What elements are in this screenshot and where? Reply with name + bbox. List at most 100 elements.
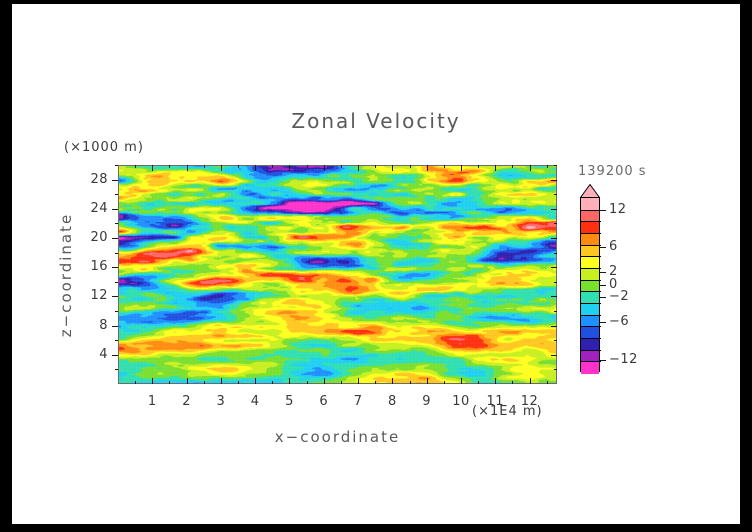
colorbar-divider <box>581 361 601 363</box>
axis-tick <box>512 165 514 168</box>
axis-tick <box>323 378 325 384</box>
colorbar-label: 6 <box>609 239 618 254</box>
x-tick-label: 4 <box>250 394 260 409</box>
colorbar: 12 6 2 0 −2 −6 −12 <box>580 184 637 374</box>
axis-tick <box>358 378 360 384</box>
colorbar-divider <box>581 244 601 246</box>
axis-tick <box>551 354 557 356</box>
axis-tick <box>272 381 274 384</box>
axis-tick <box>443 165 445 168</box>
axis-tick <box>551 296 557 298</box>
axis-tick <box>460 378 462 384</box>
colorbar-tick <box>600 297 606 298</box>
axis-tick <box>112 267 118 269</box>
axis-tick <box>112 179 118 181</box>
axis-tick <box>426 378 428 384</box>
axis-tick <box>203 165 205 168</box>
x-tick-label: 1 <box>147 394 157 409</box>
x-tick-label: 12 <box>520 394 539 409</box>
colorbar-segment <box>581 256 599 269</box>
colorbar-divider <box>581 256 601 258</box>
axis-tick <box>529 165 531 171</box>
y-tick-label: 8 <box>99 317 108 333</box>
axis-tick <box>112 325 118 327</box>
axis-tick <box>551 208 557 210</box>
x-tick-label: 3 <box>216 394 226 409</box>
colorbar-tick <box>600 322 606 323</box>
axis-tick <box>115 340 118 342</box>
axis-tick <box>112 208 118 210</box>
y-axis-unit: (×1000 m) <box>64 140 144 155</box>
axis-tick <box>554 311 557 312</box>
colorbar-segment <box>581 303 599 316</box>
y-tick-label: 20 <box>90 230 108 245</box>
x-tick-label: 7 <box>353 394 363 409</box>
colorbar-divider <box>581 338 601 339</box>
axis-tick <box>115 281 118 283</box>
colorbar-overflow-arrow-icon <box>580 184 600 198</box>
colorbar-divider <box>581 291 601 293</box>
axis-tick <box>551 267 557 269</box>
axis-tick <box>551 325 557 327</box>
axis-tick <box>554 340 557 342</box>
axis-tick <box>409 165 411 168</box>
axis-tick <box>306 381 308 384</box>
axis-tick <box>529 378 531 384</box>
colorbar-segment <box>581 314 599 327</box>
colorbar-tick <box>600 209 606 211</box>
x-axis-title: x−coordinate <box>274 428 401 446</box>
x-tick-label: 9 <box>422 394 432 409</box>
colorbar-divider <box>581 326 601 328</box>
axis-tick <box>426 165 428 171</box>
colorbar-segment <box>581 233 599 246</box>
axis-tick <box>186 165 188 171</box>
colorbar-divider <box>581 314 601 316</box>
colorbar-divider <box>581 279 601 281</box>
colorbar-segment <box>581 338 599 351</box>
axis-tick <box>115 194 118 196</box>
colorbar-divider <box>581 303 601 304</box>
colorbar-segment <box>581 244 599 257</box>
axis-tick <box>115 223 118 225</box>
axis-tick <box>135 165 137 168</box>
axis-tick <box>323 165 325 171</box>
axis-tick <box>554 369 557 371</box>
axis-tick <box>135 381 137 384</box>
axis-tick <box>112 354 118 356</box>
axis-tick <box>152 378 154 384</box>
colorbar-segment <box>581 326 599 339</box>
axis-tick <box>152 165 154 171</box>
x-tick-label: 11 <box>486 394 505 409</box>
axis-tick <box>409 381 411 384</box>
colorbar-label: 2 <box>609 264 618 279</box>
colorbar-segment <box>581 209 599 222</box>
colorbar-tick <box>600 247 606 248</box>
axis-tick <box>238 381 240 384</box>
axis-tick <box>551 238 557 239</box>
axis-tick <box>554 165 557 166</box>
x-tick-label: 2 <box>182 394 191 409</box>
velocity-field-heatmap <box>119 166 556 383</box>
axis-tick <box>112 296 118 298</box>
colorbar-segment <box>581 361 599 374</box>
y-tick-label: 12 <box>90 288 108 304</box>
axis-tick <box>478 165 480 168</box>
axis-tick <box>238 165 240 168</box>
axis-tick <box>443 381 445 384</box>
colorbar-divider <box>581 268 601 269</box>
axis-tick <box>255 378 257 384</box>
axis-tick <box>554 281 557 283</box>
axis-tick <box>478 381 480 384</box>
axis-tick <box>289 165 291 171</box>
colorbar-label: 12 <box>609 201 627 217</box>
axis-tick <box>306 165 308 168</box>
axis-tick <box>512 381 514 384</box>
colorbar-label: 0 <box>609 276 618 292</box>
axis-tick <box>495 165 497 171</box>
axis-tick <box>169 381 171 384</box>
axis-tick <box>546 381 548 384</box>
x-axis-unit: (×1E4 m) <box>472 404 543 419</box>
colorbar-divider <box>581 349 601 351</box>
plot-area <box>118 165 557 384</box>
